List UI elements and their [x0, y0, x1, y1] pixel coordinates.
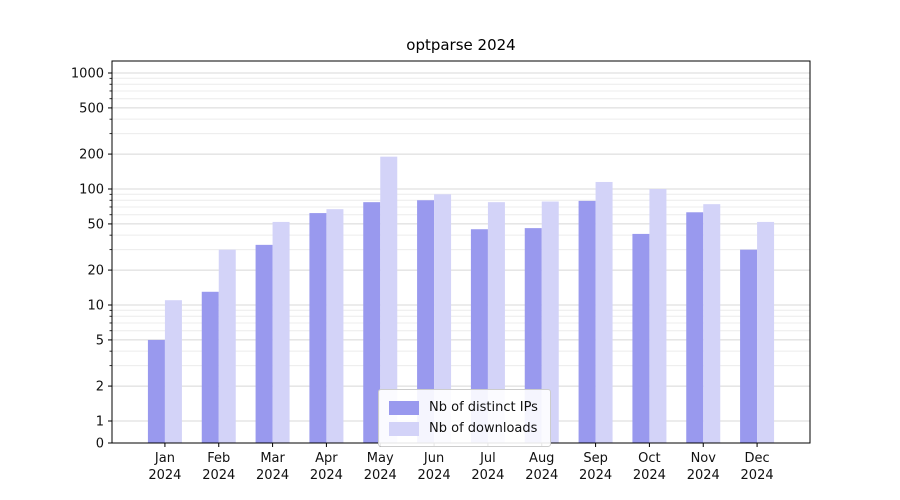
x-tick-label: Feb 2024 [202, 451, 235, 483]
y-tick-label: 1 [96, 415, 104, 430]
legend-label-distinct-ips: Nb of distinct IPs [429, 400, 538, 415]
bar-distinct-ips-feb [201, 291, 219, 443]
x-tick-label: Sep 2024 [579, 451, 612, 483]
legend-swatch-distinct-ips [389, 400, 419, 415]
y-tick-label: 0 [96, 437, 104, 452]
y-tick-label: 50 [87, 217, 104, 232]
bar-downloads-mar [272, 221, 290, 443]
bar-downloads-sep [595, 181, 613, 443]
y-tick-label: 500 [79, 101, 104, 116]
x-tick-label: Jul 2024 [471, 451, 504, 483]
x-tick-label: Mar 2024 [256, 451, 289, 483]
y-tick-label: 200 [79, 148, 104, 163]
y-tick-label: 100 [79, 183, 104, 198]
y-tick-label: 1000 [71, 67, 104, 82]
bar-downloads-nov [703, 204, 721, 443]
x-tick-label: Oct 2024 [633, 451, 666, 483]
bar-downloads-may [380, 156, 398, 443]
chart-title: optparse 2024 [406, 36, 516, 54]
y-tick-label: 10 [87, 299, 104, 314]
bar-distinct-ips-dec [740, 249, 758, 443]
bar-downloads-feb [218, 249, 236, 443]
legend-item-distinct-ips: Nb of distinct IPs [389, 397, 538, 418]
x-tick-label: Jun 2024 [418, 451, 451, 483]
x-tick-label: Nov 2024 [687, 451, 720, 483]
legend-label-downloads: Nb of downloads [429, 421, 538, 436]
bar-downloads-dec [757, 221, 775, 443]
bar-distinct-ips-sep [578, 200, 596, 443]
bar-distinct-ips-jun [417, 200, 435, 443]
x-tick-label: Jan 2024 [148, 451, 181, 483]
bar-downloads-aug [541, 201, 559, 443]
bar-distinct-ips-nov [686, 212, 704, 443]
x-tick-label: Dec 2024 [741, 451, 774, 483]
bar-downloads-oct [649, 189, 667, 443]
bar-distinct-ips-jan [147, 339, 165, 443]
chart-legend: Nb of distinct IPs Nb of downloads [378, 389, 551, 447]
bar-downloads-jul [487, 202, 505, 443]
bar-distinct-ips-may [363, 202, 381, 443]
bar-distinct-ips-mar [255, 244, 273, 443]
bar-downloads-apr [326, 209, 344, 443]
bar-distinct-ips-apr [309, 213, 327, 443]
x-tick-label: Aug 2024 [525, 451, 558, 483]
legend-item-downloads: Nb of downloads [389, 418, 538, 439]
legend-swatch-downloads [389, 421, 419, 436]
y-tick-label: 5 [96, 333, 104, 348]
y-tick-label: 2 [96, 380, 104, 395]
bar-downloads-jan [164, 300, 182, 443]
y-tick-label: 20 [87, 264, 104, 279]
bar-downloads-jun [434, 194, 452, 443]
x-tick-label: Apr 2024 [310, 451, 343, 483]
bar-distinct-ips-oct [632, 233, 650, 443]
x-tick-label: May 2024 [364, 451, 397, 483]
